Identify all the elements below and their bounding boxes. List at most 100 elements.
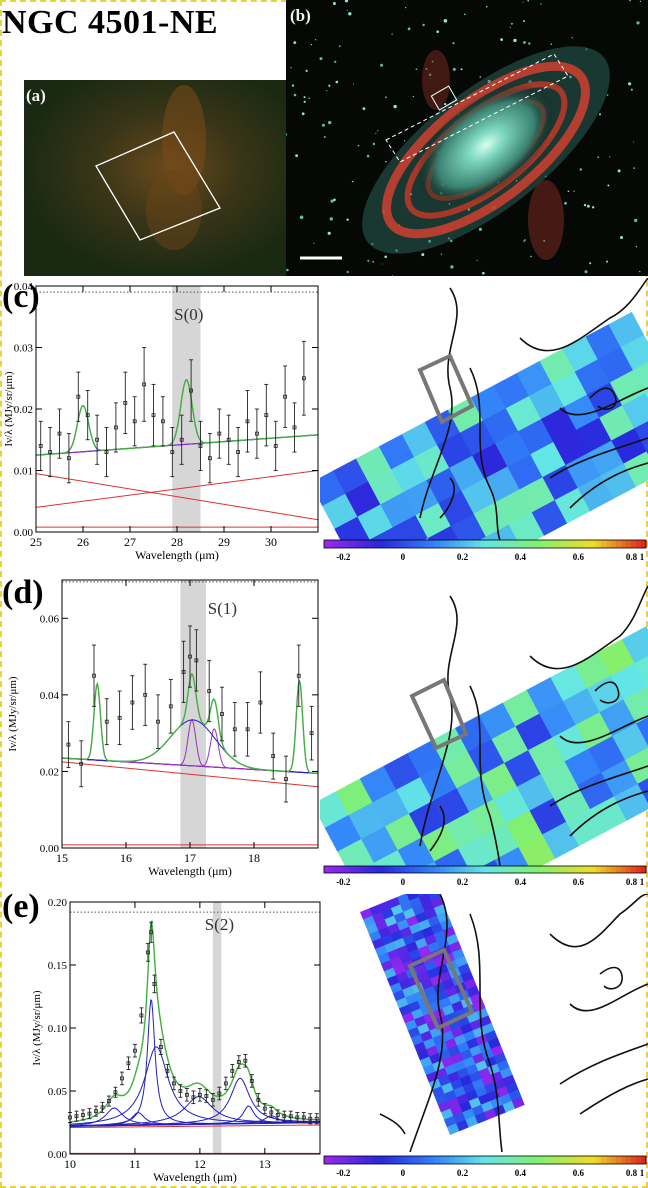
map-pixel [415,502,452,539]
colorbar-segment [545,540,552,548]
colorbar-segment [369,1156,375,1164]
map-pixel [473,501,510,538]
map-pixel [551,371,588,408]
colorbar-segment [525,866,531,873]
map-pixel [636,710,648,748]
colorbar-segment [605,866,612,873]
star [630,88,633,91]
map-pixel [502,689,540,727]
colorbar-segment [550,866,557,873]
star [323,136,326,138]
map-pixel [565,452,602,489]
data-point [139,1013,144,1018]
colorbar-segment [540,866,546,873]
star [392,275,394,276]
map-pixel [392,515,429,540]
map-pixel [348,802,386,840]
colorbar-segment [485,1156,491,1164]
map-pixel [495,431,531,467]
colorbar-segment [505,540,511,548]
colorbar-segment [349,866,355,873]
colorbar-segment [334,866,340,873]
colorbar-segment [500,540,506,548]
colorbar-frame [323,1155,647,1165]
star [571,37,573,39]
colorbar-segment [459,866,466,873]
star [326,90,328,92]
map-pixel [334,516,371,540]
map-pixel [491,726,529,764]
map-pixel [322,493,359,530]
map-pixel [436,432,473,469]
data-point [171,1081,176,1086]
colorbar-segment [419,540,426,548]
colorbar-frame [323,539,647,549]
colorbar-segment [354,540,360,548]
star [636,21,640,25]
map-pixel [623,451,648,487]
colorbar-segment [354,1156,360,1164]
colorbar-segment [404,540,411,548]
star [291,84,295,87]
pixel-grid [320,626,648,866]
colorbar-tick-label: 1 [640,1168,645,1178]
x-tick-label: 18 [248,851,260,865]
map-pixel [345,481,382,518]
colorbar-segment [384,866,391,873]
colorbar-segment [349,540,355,548]
colorbar-segment [635,1156,642,1164]
star [635,245,638,248]
colorbar-tick-label: 0 [401,877,406,887]
map-pixel [373,849,412,866]
colorbar-segment [580,540,587,548]
data-point [314,1116,319,1121]
colorbar-segment [620,866,627,873]
colorbar-tick-label: 0.4 [515,1168,527,1178]
y-tick-label: 0.10 [48,1023,68,1035]
colorbar-segment [595,866,602,873]
map-pixel [359,765,397,803]
colorbar-segment [384,540,391,548]
colorbar-segment [434,866,441,873]
star [617,169,621,173]
star [338,45,341,48]
contour-line [599,966,623,990]
x-tick-label: 10 [64,1157,76,1171]
colorbar-segment [344,866,350,873]
y-axis-label: Iν/λ (MJy/sr/μm) [31,990,43,1066]
colorbar-segment [520,1156,526,1164]
y-tick-label: 0.00 [48,1149,68,1161]
contour-line [559,715,648,744]
map-pixel [608,311,645,348]
map-pixel [396,776,434,815]
data-point [95,437,99,442]
data-point [236,1060,241,1064]
star [375,132,377,134]
data-point [74,1114,79,1119]
data-point [130,700,135,705]
data-point [284,777,288,781]
map-pixel [445,811,483,850]
star [638,270,641,273]
colorbar-segment [409,1156,416,1164]
star [328,84,331,87]
map-pixel [599,699,637,737]
data-point [149,930,154,935]
data-point [256,1097,261,1102]
colorbar-segment [369,866,375,873]
map-pixel [601,759,639,797]
x-tick-label: 26 [77,535,89,549]
star [476,259,478,261]
data-point [92,673,96,678]
star [628,82,632,86]
colorbar-e: -0.2 0 0.2 0.4 0.6 0.8 1 [323,1155,647,1178]
star [415,68,418,70]
colorbar-segment [525,1156,531,1164]
map-pixel [434,848,472,866]
figure-title: NGC 4501-NE [2,4,219,41]
data-point [204,1094,209,1098]
data-point [168,704,173,709]
map-pixel [474,1111,488,1124]
component-profile [70,1115,320,1127]
map-pixel [357,504,394,540]
